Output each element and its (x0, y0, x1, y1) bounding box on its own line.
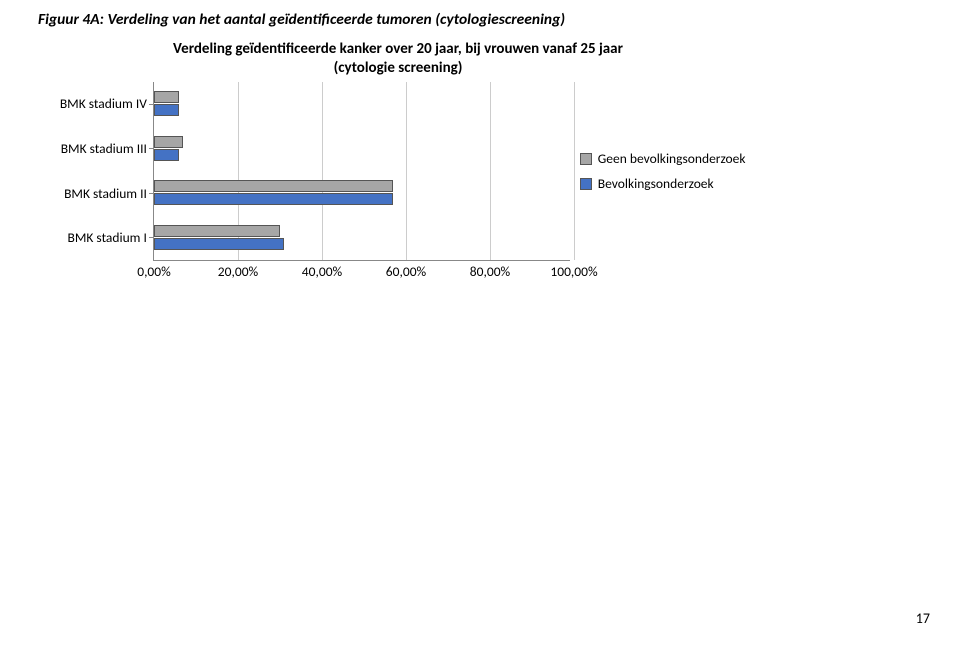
gridline (574, 82, 575, 260)
bar (154, 149, 179, 161)
chart-title: Verdeling geïdentificeerde kanker over 2… (98, 40, 698, 78)
x-axis: 0,00%20,00%40,00%60,00%80,00%100,00% (154, 261, 574, 281)
y-label: BMK stadium IV (38, 97, 147, 111)
chart-container: Verdeling geïdentificeerde kanker over 2… (38, 38, 758, 298)
x-tick-label: 20,00% (218, 263, 258, 280)
y-label: BMK stadium III (38, 142, 147, 156)
x-tick-label: 60,00% (386, 263, 426, 280)
y-label: BMK stadium II (38, 187, 147, 201)
category-slot (154, 171, 570, 216)
x-tick-label: 40,00% (302, 263, 342, 280)
figure-caption: Figuur 4A: Verdeling van het aantal geïd… (38, 10, 565, 29)
category-slot (154, 82, 570, 127)
bar (154, 104, 179, 116)
y-label: BMK stadium I (38, 231, 147, 245)
x-tick-label: 80,00% (470, 263, 510, 280)
page-number: 17 (916, 610, 930, 627)
legend-label: Bevolkingsonderzoek (598, 175, 714, 192)
plot-row: BMK stadium IV BMK stadium III BMK stadi… (38, 82, 758, 261)
chart-title-line1: Verdeling geïdentificeerde kanker over 2… (173, 40, 623, 58)
legend-swatch (580, 178, 592, 190)
plot-area (153, 82, 570, 261)
bar (154, 238, 284, 250)
category-slot (154, 126, 570, 171)
y-axis-labels: BMK stadium IV BMK stadium III BMK stadi… (38, 82, 153, 261)
legend: Geen bevolkingsonderzoek Bevolkingsonder… (570, 82, 758, 261)
x-tick-label: 0,00% (137, 263, 171, 280)
bar (154, 193, 393, 205)
bar (154, 180, 393, 192)
legend-item: Geen bevolkingsonderzoek (580, 150, 758, 167)
bar (154, 225, 280, 237)
category-slot (154, 215, 570, 260)
legend-item: Bevolkingsonderzoek (580, 175, 758, 192)
bar (154, 91, 179, 103)
chart-title-line2: (cytologie screening) (334, 59, 463, 77)
x-tick-label: 100,00% (550, 263, 597, 280)
page: Figuur 4A: Verdeling van het aantal geïd… (0, 0, 960, 645)
legend-swatch (580, 153, 592, 165)
bar (154, 136, 183, 148)
legend-label: Geen bevolkingsonderzoek (598, 150, 746, 167)
